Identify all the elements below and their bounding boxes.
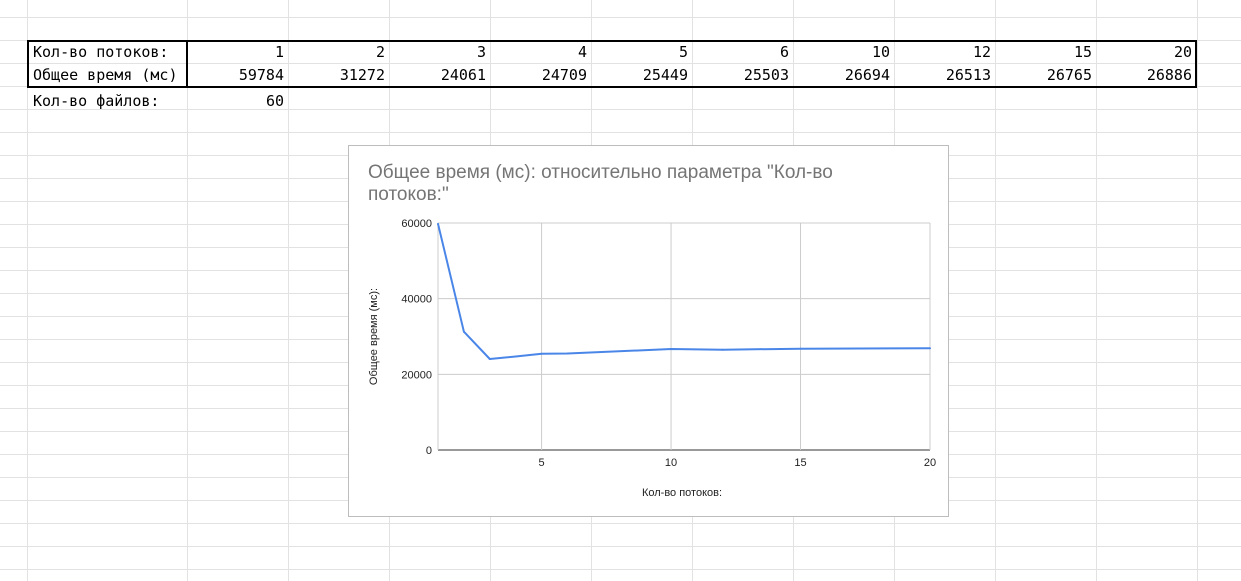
threads-row-label[interactable]: Кол-во потоков: <box>33 43 169 61</box>
time-cell[interactable]: 26765 <box>1046 66 1092 84</box>
threads-cell[interactable]: 15 <box>1073 43 1092 61</box>
data-point[interactable] <box>540 352 543 355</box>
time-cell[interactable]: 24061 <box>440 66 486 84</box>
time-cell[interactable]: 31272 <box>339 66 385 84</box>
files-value[interactable]: 60 <box>265 92 284 110</box>
threads-cell[interactable]: 3 <box>476 43 486 61</box>
time-cell[interactable]: 26513 <box>945 66 991 84</box>
threads-cell[interactable]: 2 <box>375 43 385 61</box>
data-point[interactable] <box>462 330 465 333</box>
time-cell[interactable]: 25503 <box>743 66 789 84</box>
threads-cell[interactable]: 12 <box>972 43 991 61</box>
time-cell[interactable]: 59784 <box>238 66 284 84</box>
data-point[interactable] <box>437 222 439 225</box>
files-label[interactable]: Кол-во файлов: <box>33 92 160 110</box>
chart-plot: 0 20000 40000 60000 5 10 15 20 Кол-во потоков: Об… <box>368 218 936 499</box>
threads-cell[interactable]: 10 <box>871 43 890 61</box>
time-cell[interactable]: 24709 <box>541 66 587 84</box>
time-row-label[interactable]: Общее время (мс) <box>33 66 178 84</box>
x-tick-label: 20 <box>924 457 936 469</box>
time-cell[interactable]: 26886 <box>1146 66 1192 84</box>
y-tick-label: 20000 <box>401 369 432 381</box>
x-tick-label: 10 <box>665 457 677 469</box>
data-point[interactable] <box>929 347 931 350</box>
y-tick-label: 40000 <box>401 294 432 306</box>
threads-cell[interactable]: 4 <box>577 43 587 61</box>
y-tick-label: 0 <box>426 445 432 457</box>
data-point[interactable] <box>566 352 569 355</box>
x-tick-label: 5 <box>539 457 545 469</box>
time-cell[interactable]: 26694 <box>844 66 890 84</box>
threads-cell[interactable]: 1 <box>274 43 284 61</box>
data-point[interactable] <box>514 355 517 358</box>
data-point[interactable] <box>670 348 673 351</box>
x-axis-title: Кол-во потоков: <box>642 487 722 499</box>
data-point[interactable] <box>721 348 724 351</box>
data-point[interactable] <box>799 347 802 350</box>
y-axis-title: Общее время (мс): <box>368 288 380 385</box>
chart-title: Общее время (мс): относительно параметра… <box>368 162 833 205</box>
y-tick-label: 60000 <box>401 218 432 230</box>
time-cell[interactable]: 25449 <box>642 66 688 84</box>
threads-cell[interactable]: 6 <box>779 43 789 61</box>
series-line[interactable] <box>437 223 931 360</box>
threads-cell[interactable]: 20 <box>1173 43 1192 61</box>
line-chart[interactable]: Общее время (мс): относительно параметра… <box>348 145 949 517</box>
data-point[interactable] <box>488 357 491 360</box>
x-tick-label: 15 <box>794 457 806 469</box>
threads-cell[interactable]: 5 <box>678 43 688 61</box>
